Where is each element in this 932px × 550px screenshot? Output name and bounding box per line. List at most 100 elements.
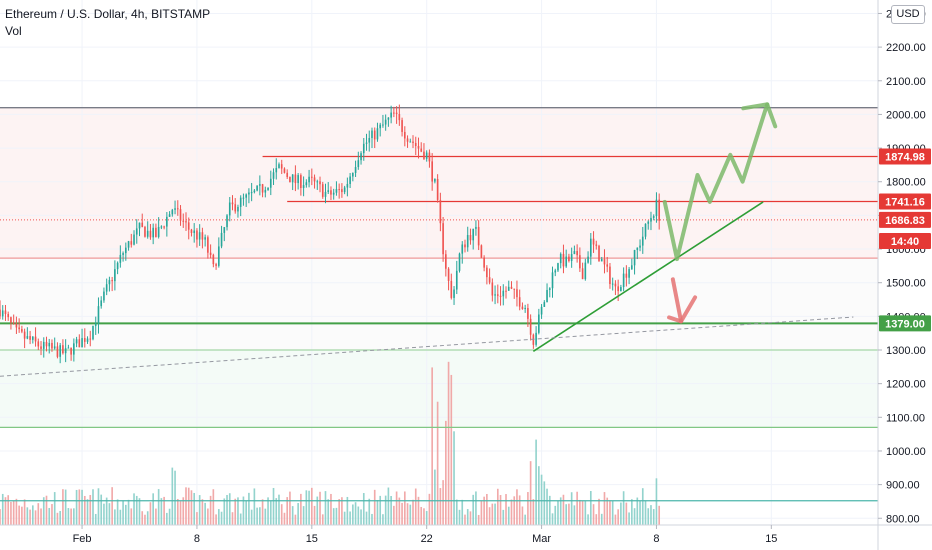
price-tag-label: 1741.16 bbox=[885, 197, 925, 209]
horizontal-levels[interactable] bbox=[0, 107, 878, 502]
volume-bar bbox=[10, 501, 12, 525]
candle-body bbox=[644, 223, 647, 237]
price-tag-label: 1686.83 bbox=[885, 215, 925, 227]
y-tick-label: 1600.00 bbox=[886, 244, 926, 256]
candle-body bbox=[472, 228, 475, 241]
volume-bar bbox=[387, 487, 390, 525]
volume-bar bbox=[371, 513, 373, 525]
trendlines[interactable] bbox=[0, 201, 854, 377]
volume-bar bbox=[431, 367, 433, 525]
volume-bar bbox=[297, 503, 299, 525]
candle-body bbox=[239, 197, 242, 207]
candle-body bbox=[171, 209, 174, 215]
volume-bar bbox=[403, 491, 406, 525]
volume-bar bbox=[146, 511, 149, 525]
volume-bar bbox=[647, 508, 650, 525]
candle-body bbox=[436, 178, 439, 200]
candle-body bbox=[557, 263, 559, 271]
trendline[interactable] bbox=[0, 316, 854, 377]
volume-bar bbox=[187, 487, 190, 525]
y-tick-label: 1800.00 bbox=[886, 177, 926, 189]
candle-body bbox=[92, 325, 94, 340]
candle-body bbox=[617, 286, 619, 292]
candle-body bbox=[198, 232, 201, 240]
volume-bar bbox=[280, 504, 283, 525]
volume-bar bbox=[168, 508, 171, 525]
volume-bar bbox=[658, 505, 661, 525]
volume-bar bbox=[327, 499, 330, 525]
volume-bar bbox=[176, 498, 179, 525]
candle-body bbox=[475, 226, 477, 229]
volume-bar bbox=[100, 494, 103, 525]
candle-body bbox=[10, 317, 12, 323]
y-tick-label: 800.00 bbox=[886, 513, 920, 525]
volume-bar bbox=[592, 504, 595, 525]
candle-body bbox=[272, 172, 275, 179]
price-tag-label: 1379.00 bbox=[885, 318, 925, 330]
candle-body bbox=[226, 215, 228, 228]
chart-title: Ethereum / U.S. Dollar, 4h, BITSTAMP bbox=[5, 7, 210, 21]
candle-body bbox=[176, 208, 179, 210]
volume-bar bbox=[409, 504, 412, 525]
candle-body bbox=[135, 228, 138, 235]
y-axis-ticks[interactable]: 2300.002200.002100.002000.001900.001800.… bbox=[878, 8, 926, 525]
volume-bar bbox=[242, 496, 245, 525]
candle-body bbox=[108, 280, 111, 285]
volume-bar bbox=[237, 497, 239, 525]
volume-bar bbox=[166, 512, 168, 525]
volume-bar bbox=[245, 500, 247, 525]
volume-bar bbox=[636, 497, 639, 525]
candle-body bbox=[62, 345, 64, 354]
volume-bar bbox=[53, 492, 56, 525]
volume-bar bbox=[103, 503, 105, 525]
volume-bar bbox=[138, 498, 141, 525]
volume-bar bbox=[644, 500, 647, 525]
volume-bar bbox=[330, 493, 332, 525]
x-axis-ticks[interactable]: Feb 8 15 22 Mar 8 15 bbox=[73, 525, 778, 545]
candle-body bbox=[97, 306, 100, 324]
volume-bar bbox=[135, 495, 138, 525]
currency-badge[interactable]: USD bbox=[891, 5, 925, 24]
volume-bar bbox=[652, 509, 655, 525]
volume-bar bbox=[15, 498, 18, 525]
bearish-projection-path[interactable] bbox=[670, 277, 684, 324]
volume-bar bbox=[609, 500, 611, 525]
volume-bar bbox=[111, 487, 113, 525]
volume-bar bbox=[163, 496, 165, 525]
volume-bar bbox=[584, 501, 587, 525]
volume-bar bbox=[368, 498, 371, 525]
volume-bar bbox=[453, 431, 455, 525]
candle-body bbox=[53, 346, 56, 349]
volume-bar bbox=[267, 497, 269, 525]
volume-bar bbox=[595, 514, 598, 525]
candle-body bbox=[587, 256, 589, 263]
candle-body bbox=[94, 323, 97, 326]
candle-body bbox=[78, 339, 81, 348]
volume-bar bbox=[589, 490, 592, 525]
bearish-arrowhead bbox=[667, 295, 698, 324]
candle-body bbox=[349, 176, 351, 184]
volume-bar bbox=[94, 513, 97, 525]
volume-bar bbox=[622, 491, 625, 525]
volume-bar bbox=[650, 505, 652, 525]
candle-body bbox=[70, 347, 72, 355]
candle-body bbox=[237, 206, 239, 212]
candle-body bbox=[568, 256, 570, 261]
trendline[interactable] bbox=[532, 201, 764, 353]
candle-body bbox=[480, 245, 483, 258]
volume-indicator-label[interactable]: Vol bbox=[5, 24, 22, 38]
volume-bar bbox=[37, 503, 40, 525]
projections[interactable] bbox=[662, 102, 778, 324]
volume-bar bbox=[231, 512, 234, 525]
candle-body bbox=[280, 164, 283, 169]
volume-bar bbox=[625, 502, 628, 525]
candle-body bbox=[425, 152, 428, 159]
candle-body bbox=[562, 253, 565, 267]
candle-body bbox=[228, 202, 231, 216]
bullish-projection-path[interactable] bbox=[662, 102, 770, 262]
volume-bar bbox=[546, 488, 548, 525]
volume-bar bbox=[190, 490, 193, 525]
volume-bar bbox=[321, 514, 324, 525]
price-tag bbox=[879, 148, 931, 165]
